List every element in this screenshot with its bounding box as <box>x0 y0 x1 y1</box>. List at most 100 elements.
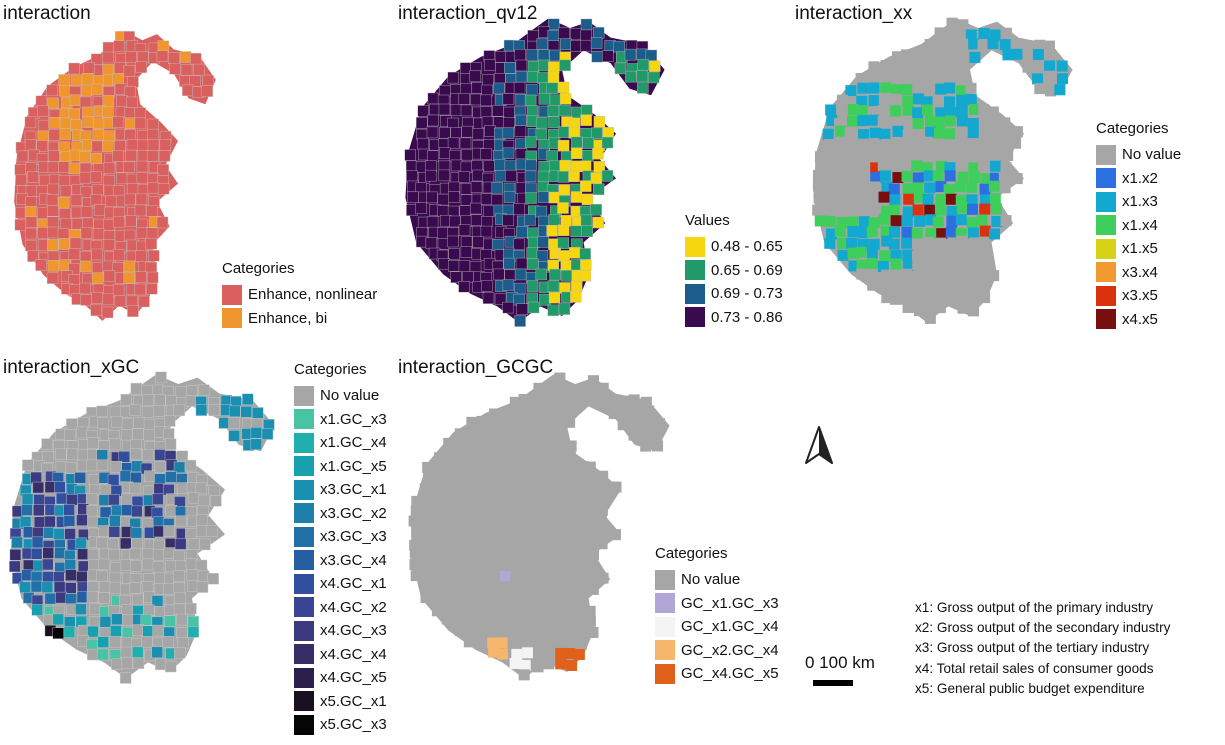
map-region <box>988 270 1000 282</box>
map-region <box>934 95 946 107</box>
map-region <box>933 48 945 60</box>
legend-item: x1.GC_x4 <box>294 431 387 455</box>
map-region <box>537 72 549 84</box>
map-region <box>83 62 95 74</box>
map-region <box>165 660 177 673</box>
map-region <box>487 549 499 561</box>
map-region <box>847 216 859 228</box>
map-region <box>518 560 530 572</box>
map-region <box>47 239 59 251</box>
map-region <box>580 18 593 31</box>
map-region <box>530 407 542 419</box>
legend-swatch <box>294 409 314 430</box>
map-region <box>924 312 936 324</box>
map-region <box>515 59 528 72</box>
map-region <box>557 202 569 214</box>
map-region <box>554 573 566 585</box>
map-region <box>815 158 827 170</box>
map-region <box>947 40 959 52</box>
map-region <box>858 216 870 228</box>
map-region <box>869 127 881 139</box>
map-region <box>426 216 439 228</box>
map-region <box>912 129 924 141</box>
map-region <box>447 71 460 84</box>
legend-swatch <box>1096 215 1116 236</box>
map-region <box>419 561 431 573</box>
map-region <box>564 648 576 660</box>
map-region <box>96 405 108 418</box>
map-region <box>552 528 564 540</box>
map-region <box>208 484 220 497</box>
map-region <box>59 117 72 130</box>
map-region <box>855 180 867 192</box>
map-region <box>877 260 889 272</box>
map-region <box>195 559 208 572</box>
map-region <box>856 149 868 161</box>
map-region <box>496 595 508 607</box>
map-region <box>103 219 115 231</box>
map-region <box>521 493 533 505</box>
map-region <box>554 372 566 384</box>
map-region <box>70 119 83 132</box>
map-region <box>443 562 455 574</box>
map-region <box>947 292 959 304</box>
legend-swatch <box>294 503 314 524</box>
map-region <box>881 292 893 304</box>
legend-item: 0.65 - 0.69 <box>685 259 783 283</box>
map-region <box>934 27 946 39</box>
map-region <box>536 250 549 262</box>
map-region <box>174 647 186 659</box>
map-region <box>502 301 514 314</box>
legend-swatch <box>1096 238 1116 259</box>
map-region <box>824 215 836 227</box>
map-region <box>587 375 599 387</box>
map-region <box>955 49 967 61</box>
map-region <box>90 171 102 183</box>
map-region <box>111 416 123 428</box>
map-region <box>119 537 132 550</box>
map-region <box>480 225 493 238</box>
map-region <box>423 472 435 484</box>
map-region <box>902 159 914 171</box>
map-region <box>516 303 528 315</box>
map-region <box>901 170 913 182</box>
legend-interaction: Categories Enhance, nonlinear Enhance, b… <box>222 260 377 330</box>
map-region <box>482 292 495 304</box>
map-region <box>902 95 914 107</box>
map-region <box>575 393 587 405</box>
map-region <box>547 71 560 83</box>
map-region <box>420 591 432 603</box>
map-region <box>980 147 992 159</box>
map-region <box>146 271 159 284</box>
map-region <box>1032 49 1044 61</box>
map-region <box>487 483 499 495</box>
map-region <box>540 396 552 408</box>
map-region <box>532 537 544 549</box>
map-region <box>945 193 957 205</box>
map-region <box>956 159 968 171</box>
map-region <box>519 625 531 637</box>
map-region <box>65 462 77 474</box>
map-region <box>513 82 526 94</box>
map-region <box>109 438 121 450</box>
map-region <box>79 250 92 263</box>
map-region <box>553 548 565 560</box>
map-region <box>560 38 572 50</box>
map-region <box>492 239 504 251</box>
map-region <box>90 304 102 317</box>
map-region <box>44 515 56 528</box>
map-region <box>476 415 488 427</box>
map-region <box>179 51 192 63</box>
legend-label: 0.48 - 0.65 <box>711 238 783 256</box>
map-region <box>575 584 587 596</box>
map-region <box>92 129 104 141</box>
map-region <box>553 462 565 474</box>
map-region <box>570 280 583 293</box>
map-region <box>185 528 197 540</box>
map-region <box>464 485 476 497</box>
map-region <box>911 140 923 152</box>
map-region <box>890 258 902 270</box>
legend-item: GC_x1.GC_x3 <box>655 592 779 616</box>
map-region <box>867 114 879 126</box>
map-region <box>458 171 470 183</box>
